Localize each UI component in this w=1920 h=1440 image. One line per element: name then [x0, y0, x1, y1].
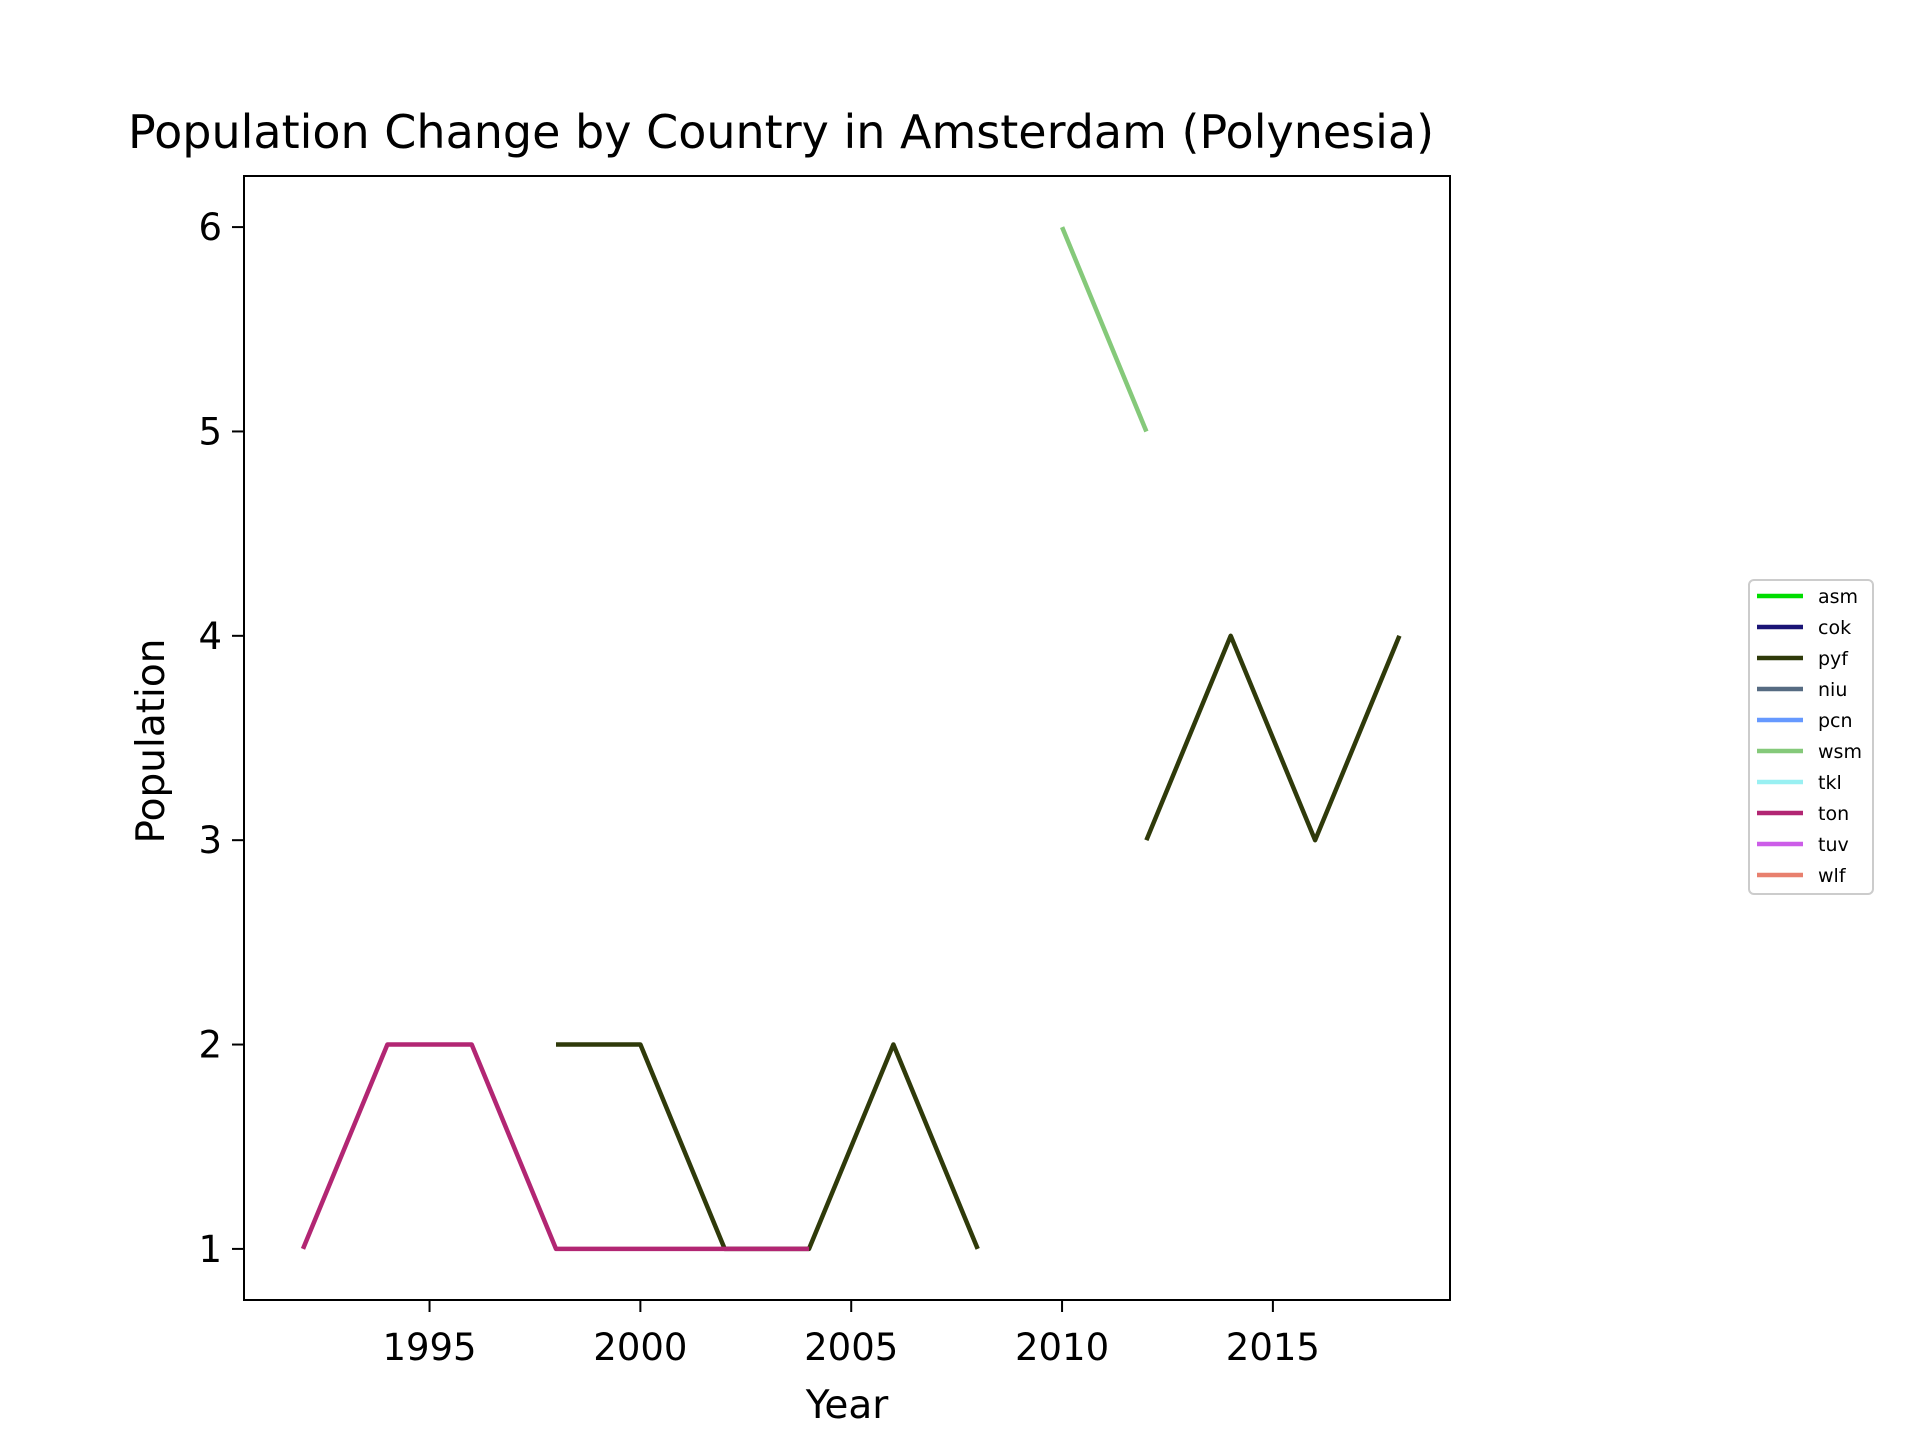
- legend-items: asm cok pyf niu pcn wsm tkl ton tuv wlf: [1757, 586, 1862, 887]
- series-layer: [300, 226, 1402, 1252]
- series-line-wsm-0: [1060, 226, 1149, 433]
- y-tick-label: 1: [198, 1228, 222, 1271]
- legend-label-wlf: wlf: [1818, 865, 1847, 887]
- x-tick-label: 2005: [804, 1326, 898, 1369]
- legend-label-asm: asm: [1818, 586, 1858, 608]
- legend-label-niu: niu: [1818, 679, 1847, 701]
- y-tick-label: 4: [198, 615, 222, 658]
- legend-label-ton: ton: [1818, 803, 1849, 825]
- x-tick-label: 2010: [1015, 1326, 1109, 1369]
- x-tick-label: 1995: [382, 1326, 476, 1369]
- series-line-pyf-0: [556, 1042, 980, 1252]
- y-ticks: 1 2 3 4 5 6: [198, 206, 244, 1271]
- y-tick-label: 5: [198, 410, 222, 453]
- legend-label-tkl: tkl: [1818, 772, 1842, 794]
- y-tick-label: 2: [198, 1024, 222, 1067]
- legend-label-pcn: pcn: [1818, 710, 1853, 732]
- x-axis-label: Year: [805, 1383, 890, 1428]
- series-line-pyf-1: [1144, 633, 1402, 843]
- x-tick-label: 2015: [1226, 1326, 1320, 1369]
- legend-label-tuv: tuv: [1818, 834, 1849, 856]
- y-axis-label: Population: [129, 639, 174, 844]
- plot-frame: [243, 175, 1451, 1301]
- chart-title: Population Change by Country in Amsterda…: [128, 105, 1434, 159]
- y-tick-label: 6: [198, 206, 222, 249]
- legend-label-wsm: wsm: [1818, 741, 1862, 763]
- legend-label-cok: cok: [1818, 617, 1851, 639]
- legend: asm cok pyf niu pcn wsm tkl ton tuv wlf: [1748, 579, 1874, 895]
- y-tick-label: 3: [198, 819, 222, 862]
- plot-area: 1995 2000 2005 2010 2015 1 2 3 4 5 6: [198, 175, 1451, 1369]
- series-line-ton-0: [300, 1042, 809, 1252]
- legend-label-pyf: pyf: [1818, 648, 1849, 670]
- x-ticks: 1995 2000 2005 2010 2015: [382, 1300, 1320, 1369]
- x-tick-label: 2000: [593, 1326, 687, 1369]
